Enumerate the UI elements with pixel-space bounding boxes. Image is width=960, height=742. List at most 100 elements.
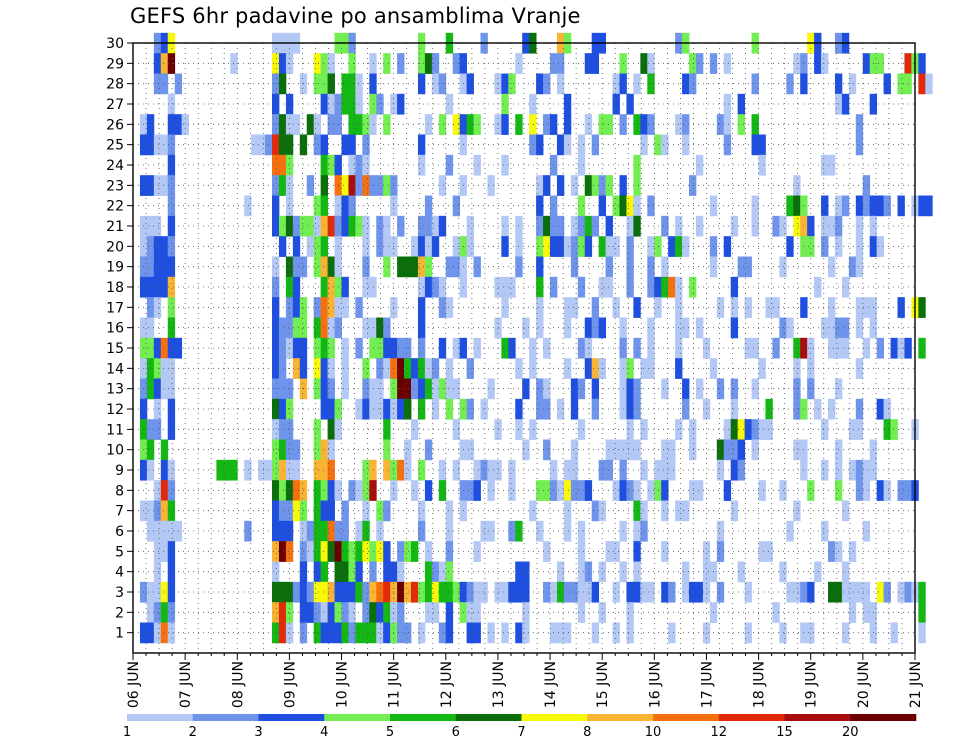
heatmap-cell [897,297,905,318]
heatmap-cell [563,622,572,644]
heatmap-cell [362,378,370,400]
heatmap-cell [445,541,454,562]
heatmap-cell [397,622,405,644]
heatmap-cell [501,622,509,644]
heatmap-cell [633,541,641,562]
heatmap-cell [355,175,363,196]
heatmap-cell [285,276,294,298]
heatmap-cell [320,459,328,481]
heatmap-cell [918,581,926,603]
heatmap-cell [153,236,162,257]
heatmap-cell [626,358,634,379]
heatmap-cell [786,581,794,603]
heatmap-cell [841,195,850,217]
heatmap-cell [466,236,474,257]
heatmap-cell [876,337,884,359]
heatmap-cell [654,297,662,318]
heatmap-cell [383,581,391,603]
heatmap-cell [285,500,294,522]
heatmap-cell [668,459,676,481]
heatmap-cell [765,419,773,440]
heatmap-cell [285,195,294,217]
heatmap-cell [355,622,363,644]
heatmap-cell [341,215,349,237]
heatmap-cell [272,561,280,583]
heatmap-cell [278,337,287,359]
heatmap-cell [605,541,613,562]
heatmap-cell [633,297,641,318]
heatmap-cell [278,581,287,603]
heatmap-cell [786,520,794,542]
legend-swatch [718,714,785,721]
heatmap-cell [668,439,676,461]
heatmap-cell [466,73,474,95]
heatmap-cell [626,419,634,440]
heatmap-cell [445,154,454,176]
heatmap-cell [306,520,315,542]
heatmap-cell [543,175,551,196]
heatmap-cell [828,154,836,176]
heatmap-cell [883,419,891,440]
heatmap-cell [626,602,634,623]
heatmap-cell [508,276,516,298]
heatmap-cell [543,337,551,359]
y-tick-label: 10 [106,443,124,459]
heatmap-cell [702,581,711,603]
heatmap-cell [369,378,377,400]
heatmap-cell [404,398,412,420]
heatmap-cell [376,602,384,623]
x-tick-label: 15 JUN [595,661,611,708]
heatmap-cell [786,195,794,217]
heatmap-cell [841,581,850,603]
heatmap-cell [397,541,405,562]
heatmap-cell [702,622,711,644]
heatmap-cell [543,114,551,135]
heatmap-cell [417,358,426,379]
heatmap-cell [369,398,377,420]
heatmap-cell [397,561,405,583]
heatmap-cell [362,622,370,644]
heatmap-cell [362,175,370,196]
heatmap-cell [807,622,815,644]
heatmap-cell [536,317,544,339]
legend-swatch [784,714,851,721]
heatmap-cell [383,236,391,257]
heatmap-cell [355,114,363,135]
heatmap-cell [167,297,176,318]
heatmap-cell [397,215,405,237]
heatmap-cell [355,520,363,542]
heatmap-cell [626,195,634,217]
heatmap-cell [417,622,426,644]
heatmap-cell [167,398,176,420]
heatmap-cell [452,337,461,359]
heatmap-cell [633,154,641,176]
heatmap-cell [348,602,356,623]
heatmap-cell [153,541,162,562]
heatmap-cell [626,398,634,420]
heatmap-cell [348,622,356,644]
heatmap-cell [160,358,169,379]
heatmap-cell [751,419,759,440]
legend-label: 6 [452,725,460,740]
heatmap-cell [167,581,176,603]
heatmap-cell [591,358,600,379]
heatmap-cell [855,358,864,379]
heatmap-cell [737,439,745,461]
heatmap-cell [723,419,732,440]
heatmap-cell [327,398,335,420]
heatmap-cell [153,358,162,379]
heatmap-cell [695,480,704,501]
heatmap-cell [821,236,829,257]
heatmap-cell [369,276,377,298]
heatmap-cell [543,215,551,237]
heatmap-cell [487,480,495,501]
heatmap-cell [146,134,155,156]
heatmap-cell [417,398,426,420]
heatmap-cell [828,398,836,420]
heatmap-cell [661,378,669,400]
heatmap-cell [716,520,725,542]
heatmap-cell [278,317,287,339]
heatmap-cell [341,541,349,562]
heatmap-cell [570,439,579,461]
heatmap-cell [320,439,328,461]
